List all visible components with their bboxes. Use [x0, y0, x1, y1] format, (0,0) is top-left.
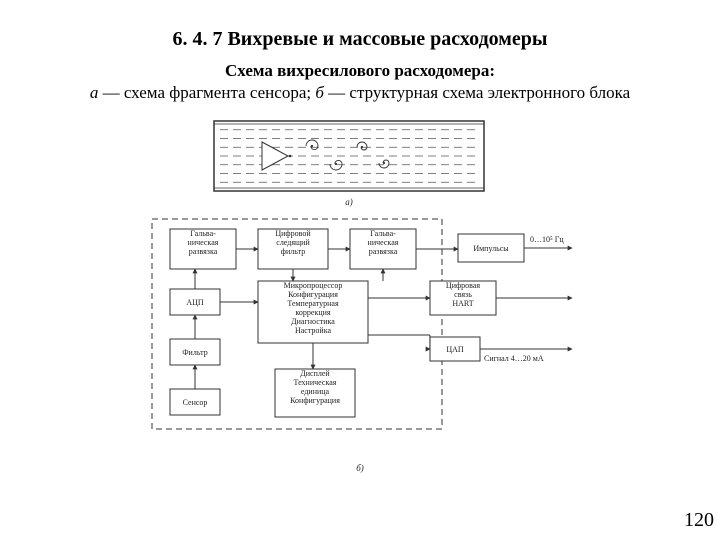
svg-text:ническая: ническая [188, 238, 219, 247]
svg-text:Гальва-: Гальва- [190, 229, 216, 238]
svg-text:Микропроцессор: Микропроцессор [284, 281, 343, 290]
svg-text:коррекция: коррекция [295, 308, 330, 317]
svg-text:Сенсор: Сенсор [183, 398, 208, 407]
svg-text:Дисплей: Дисплей [300, 369, 330, 378]
svg-text:Фильтр: Фильтр [182, 348, 208, 357]
svg-text:Импульсы: Импульсы [473, 244, 509, 253]
figure-subtitle: Схема вихресилового расходомера: [18, 61, 702, 81]
svg-text:Конфигурация: Конфигурация [290, 396, 340, 405]
svg-text:Сигнал 4…20 мА: Сигнал 4…20 мА [484, 354, 544, 363]
caption-text-a: — схема фрагмента сенсора; [98, 83, 315, 102]
block-diagram: Гальва-ническаяразвязкаЦифровойследящийф… [140, 209, 580, 477]
svg-text:Цифровой: Цифровой [275, 229, 311, 238]
svg-text:развязка: развязка [189, 247, 218, 256]
figure-container: а) Гальва-ническаяразвязкаЦифровойследящ… [130, 117, 590, 477]
svg-text:Техническая: Техническая [294, 378, 337, 387]
svg-text:Гальва-: Гальва- [370, 229, 396, 238]
svg-text:Цифровая: Цифровая [446, 281, 480, 290]
svg-text:следящий: следящий [276, 238, 310, 247]
svg-text:б): б) [356, 463, 364, 473]
svg-text:развязка: развязка [369, 247, 398, 256]
svg-text:Диагностика: Диагностика [291, 317, 335, 326]
figure-caption: а — схема фрагмента сенсора; б — структу… [18, 83, 702, 103]
sensor-fragment-diagram: а) [210, 117, 510, 209]
svg-text:Температурная: Температурная [287, 299, 339, 308]
svg-text:Настройка: Настройка [295, 326, 332, 335]
svg-text:АЦП: АЦП [186, 298, 204, 307]
svg-text:Конфигурация: Конфигурация [288, 290, 338, 299]
svg-text:HART: HART [452, 299, 473, 308]
page-number: 120 [684, 509, 714, 532]
svg-text:0…10⁵ Гц: 0…10⁵ Гц [530, 235, 564, 244]
section-title: 6. 4. 7 Вихревые и массовые расходомеры [18, 28, 702, 51]
svg-text:фильтр: фильтр [281, 247, 305, 256]
svg-text:единица: единица [301, 387, 330, 396]
svg-text:ЦАП: ЦАП [446, 345, 464, 354]
svg-text:связь: связь [454, 290, 472, 299]
svg-text:ническая: ническая [368, 238, 399, 247]
caption-text-b: — структурная схема электронного блока [324, 83, 630, 102]
caption-letter-b: б [315, 83, 324, 102]
svg-text:а): а) [345, 197, 353, 207]
